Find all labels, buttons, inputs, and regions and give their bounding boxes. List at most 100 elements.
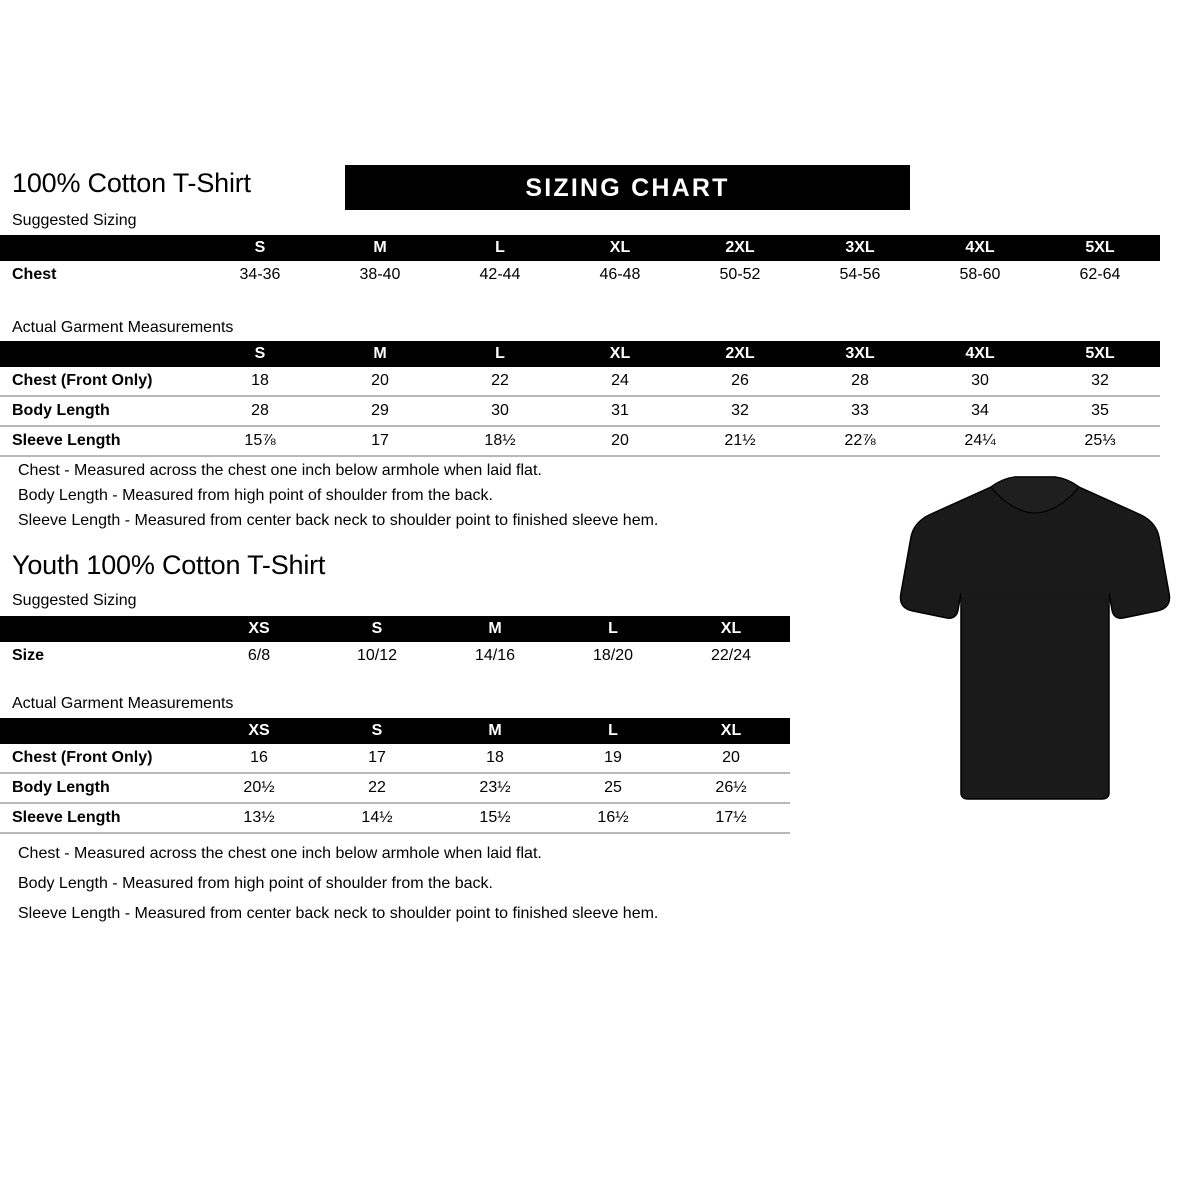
cell-sleevelength-5xl: 25⅓ — [1040, 425, 1160, 457]
column-header-l: L — [554, 718, 672, 744]
cell-bodylength-s: 28 — [200, 395, 320, 426]
cell-sleevelength-s: 15⅞ — [200, 425, 320, 457]
column-header-s: S — [200, 341, 320, 367]
youth-note-sleeve-length: Sleeve Length - Measured from center bac… — [18, 905, 659, 922]
cell-chestfront-2xl: 26 — [731, 372, 749, 389]
cell-chest-3xl: 54-56 — [839, 266, 881, 283]
cell-bodylength-xs: 20½ — [200, 772, 318, 803]
column-header-3xl: 3XL — [800, 341, 920, 367]
cell-chestfront-5xl: 32 — [1091, 372, 1109, 389]
cell-bodylength-l: 30 — [440, 395, 560, 426]
cell-bodylength-2xl: 32 — [680, 395, 800, 426]
column-header-s: S — [200, 235, 320, 261]
cell-size-xl: 22/24 — [710, 647, 752, 664]
column-header-4xl: 4XL — [920, 235, 1040, 261]
column-header-xs: XS — [200, 718, 318, 744]
cell-bodylength-l: 25 — [554, 772, 672, 803]
column-header-m: M — [436, 616, 554, 642]
youth-note-body-length: Body Length - Measured from high point o… — [18, 875, 493, 892]
cell-chest-2xl: 50-52 — [719, 266, 761, 283]
sizing-chart-banner-label: SIZING CHART — [525, 174, 730, 202]
adult-suggested-sizing-table: S M L XL 2XL 3XL 4XL 5XL Chest 34-36 38-… — [0, 235, 1160, 289]
page-header: 100% Cotton T-Shirt SIZING CHART — [12, 165, 1188, 211]
cell-bodylength-4xl: 34 — [920, 395, 1040, 426]
row-label-chest: Chest — [12, 266, 57, 283]
column-header-l: L — [554, 616, 672, 642]
adult-suggested-sizing-label: Suggested Sizing — [12, 212, 137, 229]
cell-chest-l: 42-44 — [479, 266, 521, 283]
cell-chestfront-xl: 24 — [611, 372, 629, 389]
cell-sleevelength-l: 18½ — [440, 425, 560, 457]
cell-chestfront-xl: 20 — [722, 749, 740, 766]
adult-note-body-length: Body Length - Measured from high point o… — [18, 487, 493, 504]
table-header-row: XS S M L XL — [0, 718, 790, 744]
cell-chestfront-m: 20 — [371, 372, 389, 389]
column-header-xl: XL — [672, 718, 790, 744]
cell-chestfront-m: 18 — [486, 749, 504, 766]
cell-chest-s: 34-36 — [239, 266, 281, 283]
cell-bodylength-5xl: 35 — [1040, 395, 1160, 426]
youth-suggested-sizing-table: XS S M L XL Size 6/8 10/12 14/16 18/20 2… — [0, 616, 790, 670]
cell-chestfront-s: 18 — [251, 372, 269, 389]
column-header-xl: XL — [672, 616, 790, 642]
black-tshirt-icon — [899, 476, 1171, 800]
column-header-s: S — [318, 616, 436, 642]
column-header-xs: XS — [200, 616, 318, 642]
cell-bodylength-m: 23½ — [436, 772, 554, 803]
column-header-m: M — [436, 718, 554, 744]
cell-bodylength-s: 22 — [318, 772, 436, 803]
cell-sleevelength-2xl: 21½ — [680, 425, 800, 457]
cell-sleevelength-xl: 17½ — [672, 802, 790, 834]
youth-actual-measurements-label: Actual Garment Measurements — [12, 695, 234, 712]
row-label-chest-front-only: Chest (Front Only) — [12, 749, 153, 766]
cell-chest-xl: 46-48 — [599, 266, 641, 283]
column-header-l: L — [440, 341, 560, 367]
column-header-rowlabel — [0, 341, 200, 367]
row-label-sleeve-length: Sleeve Length — [0, 802, 200, 834]
youth-section-title: Youth 100% Cotton T-Shirt — [12, 550, 326, 580]
row-label-body-length: Body Length — [0, 772, 200, 803]
table-row: Chest (Front Only) 18 20 22 24 26 28 30 … — [0, 367, 1160, 396]
cell-bodylength-xl: 26½ — [672, 772, 790, 803]
column-header-m: M — [320, 341, 440, 367]
table-row: Size 6/8 10/12 14/16 18/20 22/24 — [0, 642, 790, 670]
adult-note-sleeve-length: Sleeve Length - Measured from center bac… — [18, 512, 659, 529]
adult-actual-measurements-table: S M L XL 2XL 3XL 4XL 5XL Chest (Front On… — [0, 341, 1160, 457]
cell-bodylength-xl: 31 — [560, 395, 680, 426]
cell-bodylength-m: 29 — [320, 395, 440, 426]
row-label-body-length: Body Length — [0, 395, 200, 426]
table-row: Body Length 28 29 30 31 32 33 34 35 — [0, 395, 1160, 426]
cell-sleevelength-3xl: 22⅞ — [800, 425, 920, 457]
column-header-5xl: 5XL — [1040, 341, 1160, 367]
cell-size-xs: 6/8 — [247, 647, 271, 664]
cell-sleevelength-4xl: 24¼ — [920, 425, 1040, 457]
table-header-row: XS S M L XL — [0, 616, 790, 642]
sizing-chart-banner: SIZING CHART — [345, 165, 910, 210]
cell-chest-4xl: 58-60 — [959, 266, 1001, 283]
column-header-3xl: 3XL — [800, 235, 920, 261]
table-row: Chest 34-36 38-40 42-44 46-48 50-52 54-5… — [0, 261, 1160, 289]
column-header-2xl: 2XL — [680, 235, 800, 261]
column-header-s: S — [318, 718, 436, 744]
table-header-row: S M L XL 2XL 3XL 4XL 5XL — [0, 341, 1160, 367]
cell-chestfront-3xl: 28 — [851, 372, 869, 389]
cell-chestfront-s: 17 — [368, 749, 386, 766]
column-header-5xl: 5XL — [1040, 235, 1160, 261]
row-label-size: Size — [12, 647, 45, 664]
cell-sleevelength-m: 17 — [320, 425, 440, 457]
youth-actual-measurements-table: XS S M L XL Chest (Front Only) 16 17 18 … — [0, 718, 790, 834]
row-label-chest-front-only: Chest (Front Only) — [12, 372, 153, 389]
table-row: Sleeve Length 15⅞ 17 18½ 20 21½ 22⅞ 24¼ … — [0, 425, 1160, 457]
column-header-l: L — [440, 235, 560, 261]
cell-sleevelength-xl: 20 — [560, 425, 680, 457]
row-label-sleeve-length: Sleeve Length — [0, 425, 200, 457]
youth-suggested-sizing-label: Suggested Sizing — [12, 592, 137, 609]
cell-chestfront-4xl: 30 — [971, 372, 989, 389]
cell-chest-m: 38-40 — [359, 266, 401, 283]
cell-sleevelength-s: 14½ — [318, 802, 436, 834]
cell-bodylength-3xl: 33 — [800, 395, 920, 426]
cell-size-l: 18/20 — [592, 647, 634, 664]
column-header-xl: XL — [560, 235, 680, 261]
table-header-row: S M L XL 2XL 3XL 4XL 5XL — [0, 235, 1160, 261]
